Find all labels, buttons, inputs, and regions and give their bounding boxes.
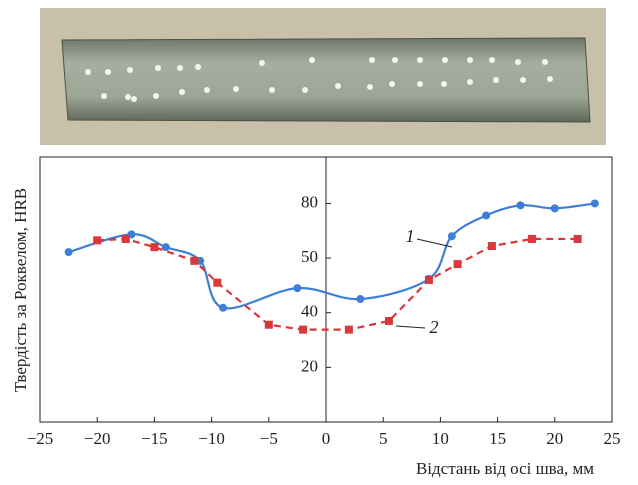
marker <box>448 232 456 240</box>
marker <box>213 279 221 287</box>
marker <box>551 204 559 212</box>
marker <box>425 276 433 284</box>
x-tick-label: −5 <box>260 429 278 448</box>
figure: Відстань від осі шва, мм Твердість за Ро… <box>0 0 638 485</box>
x-tick-label: −25 <box>27 429 54 448</box>
marker <box>385 317 393 325</box>
x-tick-label: −20 <box>84 429 111 448</box>
x-tick-label: 20 <box>546 429 563 448</box>
x-tick-label: −15 <box>141 429 168 448</box>
marker <box>488 242 496 250</box>
y-tick-label: 20 <box>301 356 318 375</box>
marker <box>150 243 158 251</box>
x-tick-label: −10 <box>198 429 225 448</box>
x-tick-label: 5 <box>379 429 388 448</box>
marker <box>345 326 353 334</box>
photo <box>40 8 606 145</box>
marker <box>162 243 170 251</box>
annotation: 2 <box>430 317 439 337</box>
x-tick-label: 25 <box>604 429 621 448</box>
marker <box>65 248 73 256</box>
marker <box>190 257 198 265</box>
marker <box>516 201 524 209</box>
marker <box>219 304 227 312</box>
series-line <box>97 239 577 330</box>
marker <box>454 260 462 268</box>
y-tick-label: 40 <box>301 302 318 321</box>
marker <box>299 326 307 334</box>
x-axis-label: Відстань від осі шва, мм <box>416 459 594 478</box>
marker <box>93 236 101 244</box>
marker <box>574 235 582 243</box>
y-tick-label: 80 <box>301 192 318 211</box>
marker <box>122 235 130 243</box>
leader <box>396 326 425 328</box>
y-tick-label: 50 <box>301 247 318 266</box>
annotation: 1 <box>406 226 415 246</box>
marker <box>528 235 536 243</box>
series-line <box>69 203 595 308</box>
x-tick-label: 0 <box>322 429 331 448</box>
marker <box>591 199 599 207</box>
x-tick-label: 10 <box>432 429 449 448</box>
marker <box>356 295 364 303</box>
marker <box>482 211 490 219</box>
y-axis-label: Твердість за Роквелом, HRB <box>11 188 30 392</box>
x-tick-label: 15 <box>489 429 506 448</box>
marker <box>265 321 273 329</box>
marker <box>293 284 301 292</box>
